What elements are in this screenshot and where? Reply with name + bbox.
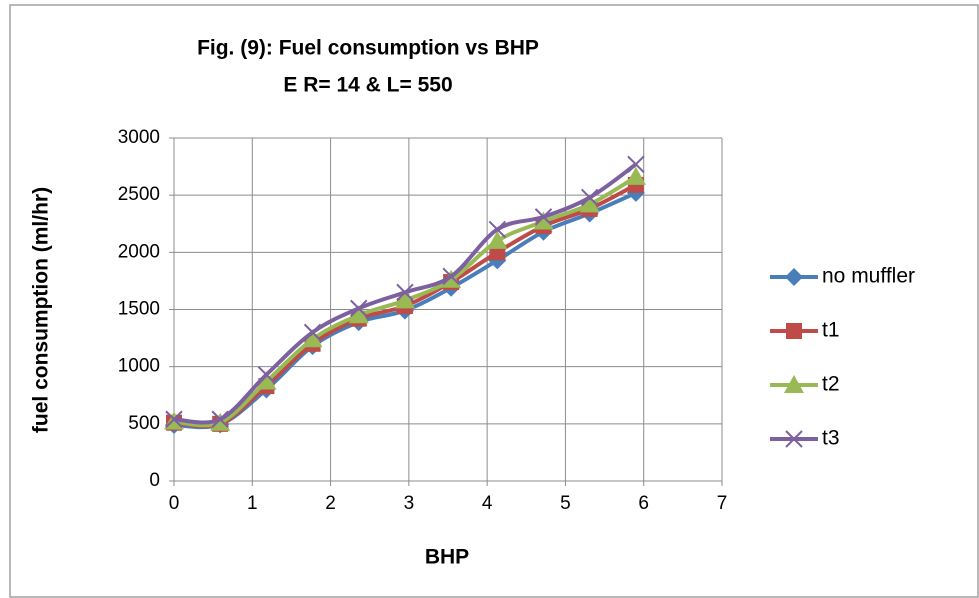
marker — [210, 412, 231, 431]
y-tick-label: 500 — [128, 413, 160, 434]
legend-marker — [785, 268, 803, 286]
y-tick-label: 3000 — [118, 127, 160, 148]
y-tick-label: 2000 — [118, 241, 160, 262]
x-tick-label: 0 — [169, 493, 180, 514]
x-tick-label: 2 — [325, 493, 336, 514]
legend-label: no muffler — [822, 265, 915, 288]
marker — [165, 410, 183, 428]
legend-label: t3 — [822, 427, 840, 450]
x-axis-label: BHP — [425, 546, 469, 569]
marker — [625, 166, 646, 185]
legend-marker — [784, 375, 804, 393]
marker — [580, 188, 599, 207]
x-tick-label: 3 — [404, 493, 415, 514]
y-axis-label: fuel consumption (ml/hr) — [30, 187, 53, 433]
marker — [579, 194, 600, 213]
marker — [534, 208, 553, 226]
marker — [441, 269, 462, 288]
marker — [348, 305, 369, 324]
marker — [396, 283, 414, 302]
y-tick-label: 1500 — [118, 299, 160, 320]
x-tick-label: 5 — [560, 493, 571, 514]
x-tick-label: 1 — [247, 493, 258, 514]
x-tick-label: 7 — [717, 493, 728, 514]
marker — [487, 230, 508, 249]
marker — [256, 371, 277, 390]
marker — [488, 220, 507, 239]
legend-label: t2 — [822, 373, 840, 396]
x-tick-label: 4 — [482, 493, 493, 514]
chart-frame — [9, 4, 979, 598]
y-tick-label: 1000 — [118, 356, 160, 377]
chart-subtitle: E R= 14 & L= 550 — [283, 74, 452, 97]
marker — [627, 155, 645, 174]
marker — [350, 299, 368, 318]
marker — [303, 323, 322, 342]
marker — [394, 290, 415, 309]
marker — [442, 267, 460, 286]
chart-title: Fig. (9): Fuel consumption vs BHP — [197, 37, 539, 60]
marker — [257, 365, 276, 384]
legend-marker — [785, 430, 803, 448]
x-tick-label: 6 — [638, 493, 649, 514]
y-tick-label: 2500 — [118, 184, 160, 205]
y-tick-label: 0 — [149, 470, 160, 491]
marker — [302, 329, 323, 348]
legend-label: t1 — [822, 319, 840, 342]
legend-marker — [786, 323, 802, 339]
marker — [211, 410, 229, 428]
marker — [533, 211, 554, 230]
